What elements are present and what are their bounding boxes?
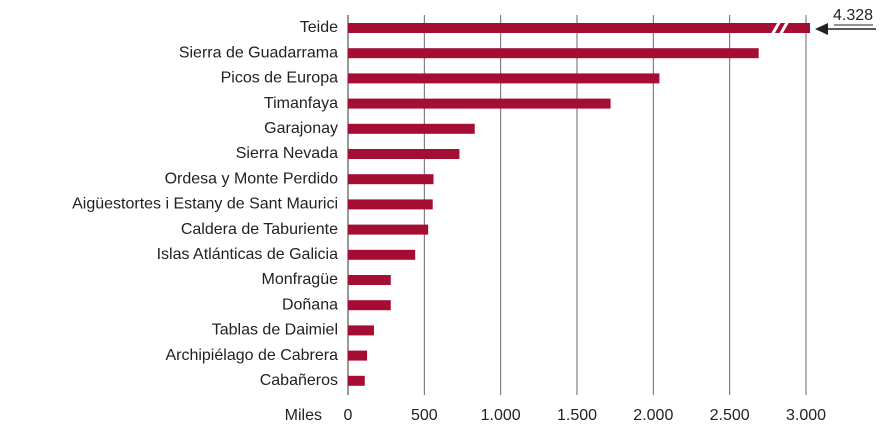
- bar: [348, 123, 475, 134]
- bar: [348, 300, 391, 311]
- y-tick-label: Archipiélago de Cabrera: [165, 347, 338, 364]
- value-label: 4.328: [833, 7, 873, 24]
- arrow-head: [815, 23, 828, 35]
- x-tick-label: 0: [344, 407, 353, 424]
- bar: [348, 275, 391, 285]
- y-tick-label: Teide: [300, 19, 338, 36]
- y-tick-label: Tablas de Daimiel: [212, 322, 338, 339]
- y-tick-label: Cabañeros: [260, 372, 338, 389]
- x-tick-label: 2.000: [633, 407, 673, 424]
- x-tick-label: 3.000: [786, 407, 826, 424]
- y-tick-label: Islas Atlánticas de Galicia: [157, 246, 339, 263]
- y-tick-label: Caldera de Taburiente: [181, 221, 338, 238]
- x-tick-label: 500: [411, 407, 438, 424]
- bar: [348, 98, 611, 109]
- y-tick-label: Picos de Europa: [221, 70, 339, 87]
- x-tick-label: 1.500: [557, 407, 597, 424]
- bar: [348, 350, 368, 361]
- x-tick-label: 2.500: [710, 407, 750, 424]
- bar: [348, 48, 759, 59]
- y-tick-label: Garajonay: [264, 120, 338, 137]
- bar: [348, 149, 460, 159]
- bar: [348, 325, 374, 336]
- bar: [348, 73, 660, 84]
- y-tick-label: Aigüestortes i Estany de Sant Maurici: [72, 196, 338, 213]
- y-tick-label: Monfragüe: [262, 271, 339, 288]
- y-tick-label: Doñana: [282, 296, 338, 313]
- bar: [348, 199, 433, 210]
- x-tick-label: 1.000: [481, 407, 521, 424]
- bars: [348, 23, 810, 386]
- bar: [348, 375, 365, 386]
- bar: [348, 23, 810, 33]
- axis-break: [770, 20, 790, 36]
- y-tick-label: Ordesa y Monte Perdido: [165, 170, 339, 187]
- bar: [348, 249, 416, 260]
- bar: [348, 224, 429, 235]
- y-tick-label: Sierra de Guadarrama: [179, 44, 338, 61]
- y-tick-label: Sierra Nevada: [236, 145, 338, 162]
- x-axis-label: Miles: [285, 407, 322, 424]
- y-tick-label: Timanfaya: [264, 95, 338, 112]
- bar: [348, 174, 434, 185]
